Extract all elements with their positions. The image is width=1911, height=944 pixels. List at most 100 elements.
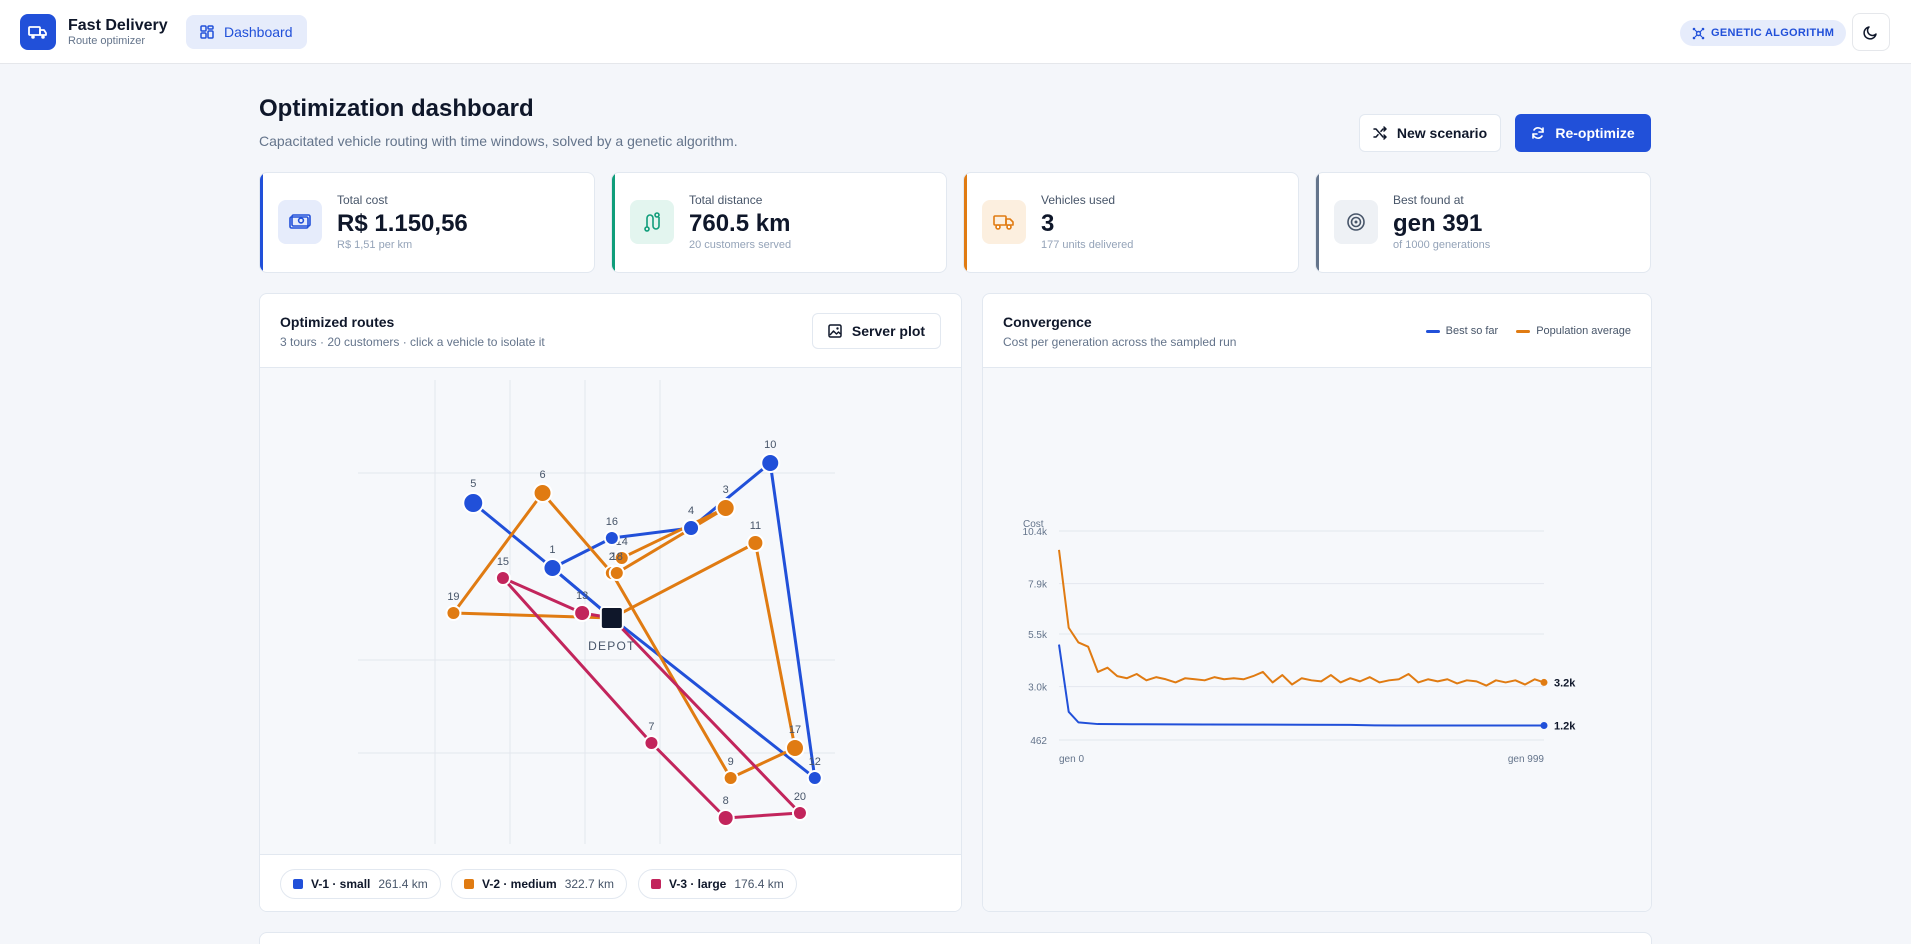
convergence-panel: Convergence Cost per generation across t…: [982, 293, 1652, 912]
route-line[interactable]: [550, 461, 817, 780]
kpi-value: 3: [1041, 210, 1055, 237]
route-line[interactable]: [615, 506, 728, 575]
kpi-accent-bar: [260, 173, 263, 272]
next-panel: [259, 932, 1652, 944]
dashboard-icon: [200, 25, 214, 39]
kpi-label: Vehicles used: [1041, 193, 1116, 207]
kpi-subtext: 177 units delivered: [1041, 239, 1134, 251]
nav-dashboard-label: Dashboard: [224, 24, 293, 40]
server-plot-button[interactable]: Server plot: [812, 313, 941, 349]
vehicle-legend: V-1 · small 261.4 km V-2 · medium 322.7 …: [260, 854, 961, 911]
money-icon: [278, 200, 322, 244]
vehicle-chip-v1[interactable]: V-1 · small 261.4 km: [280, 869, 441, 899]
nav-dashboard[interactable]: Dashboard: [186, 15, 307, 49]
customer-node[interactable]: [603, 530, 620, 546]
kpi-subtext: R$ 1,51 per km: [337, 239, 413, 251]
customer-node[interactable]: [682, 519, 701, 537]
vehicle-color-swatch: [293, 879, 303, 889]
convergence-chart: Cost 10.4k 7.9k 5.5k 3.0k 462 gen 0 gen 999 1.2k…: [983, 368, 1651, 911]
vehicle-distance: 176.4 km: [734, 877, 784, 891]
routes-panel-subtitle: 3 tours · 20 customers · click a vehicle…: [280, 335, 545, 349]
brand[interactable]: Fast Delivery Route optimizer: [20, 14, 168, 50]
customer-label: 20: [794, 791, 806, 803]
server-plot-label: Server plot: [851, 323, 926, 339]
kpi-label: Total cost: [337, 193, 388, 207]
page-subtitle: Capacitated vehicle routing with time wi…: [259, 133, 738, 149]
customer-label: 2: [609, 551, 615, 563]
customer-node[interactable]: [760, 453, 781, 473]
customer-label: 13: [576, 590, 588, 602]
y-tick-label: 5.5k: [1028, 630, 1048, 641]
algorithm-badge-label: GENETIC ALGORITHM: [1711, 27, 1835, 39]
depot-label: DEPOT: [588, 639, 635, 653]
legend-item-average: Population average: [1516, 325, 1631, 337]
customer-node[interactable]: [445, 605, 462, 621]
customer-node[interactable]: [643, 735, 660, 751]
customer-node[interactable]: [722, 770, 739, 786]
convergence-panel-title: Convergence: [1003, 314, 1092, 330]
kpi-subtext: 20 customers served: [689, 239, 792, 251]
customer-node[interactable]: [462, 492, 485, 514]
new-scenario-button[interactable]: New scenario: [1359, 114, 1501, 152]
top-bar: Fast Delivery Route optimizer Dashboard …: [0, 0, 1911, 64]
routes-panel-title: Optimized routes: [280, 314, 395, 330]
kpi-card-total-cost: Total cost R$ 1.150,56 R$ 1,51 per km: [259, 172, 595, 273]
new-scenario-label: New scenario: [1396, 125, 1488, 141]
series-line: [1058, 644, 1544, 727]
brand-subtitle: Route optimizer: [68, 34, 146, 47]
customer-node[interactable]: [715, 498, 736, 518]
customer-label: 11: [750, 520, 761, 532]
chart-legend: Best so far Population average: [1408, 325, 1631, 337]
route-line[interactable]: [451, 491, 797, 780]
customer-label: 18: [611, 551, 623, 563]
vehicle-name: V-3 · large: [669, 877, 727, 891]
map-grid: [358, 380, 835, 844]
series-end-label: 1.2k: [1554, 721, 1576, 733]
customer-node[interactable]: [494, 570, 511, 586]
vehicle-distance: 322.7 km: [564, 877, 615, 891]
vehicle-chip-v2[interactable]: V-2 · medium 322.7 km: [451, 869, 628, 899]
customer-node[interactable]: [573, 604, 592, 622]
convergence-panel-header: Convergence Cost per generation across t…: [983, 294, 1651, 368]
legend-item-best: Best so far: [1425, 325, 1499, 337]
algorithm-badge: GENETIC ALGORITHM: [1680, 20, 1847, 46]
customer-node[interactable]: [608, 565, 625, 581]
customer-label: 16: [606, 516, 618, 528]
customer-node[interactable]: [532, 483, 553, 503]
customer-node[interactable]: [613, 550, 630, 566]
customer-node[interactable]: [716, 809, 735, 827]
theme-toggle-button[interactable]: [1852, 13, 1890, 51]
kpi-accent-bar: [964, 173, 967, 272]
customer-node[interactable]: [791, 805, 808, 821]
vehicle-chip-v3[interactable]: V-3 · large 176.4 km: [638, 869, 797, 899]
customer-label: 4: [688, 505, 694, 517]
depot-marker[interactable]: [599, 606, 624, 630]
vehicle-color-swatch: [464, 879, 474, 889]
reoptimize-button[interactable]: Re-optimize: [1515, 114, 1651, 152]
route-map[interactable]: 1 2 3 4 5 6 7 8 9 10 11 12 13 14 15 16 17 18 19 20 DEPOT: [260, 368, 961, 854]
route-line[interactable]: [501, 576, 802, 820]
legend-label: Best so far: [1445, 325, 1499, 337]
kpi-subtext: of 1000 generations: [1393, 239, 1491, 251]
customer-node[interactable]: [746, 534, 765, 552]
customer-node[interactable]: [806, 770, 823, 786]
shuffle-icon: [1373, 126, 1387, 140]
routes-panel: Optimized routes 3 tours · 20 customers …: [259, 293, 962, 912]
y-tick-label: 7.9k: [1028, 580, 1048, 591]
route-icon: [630, 200, 674, 244]
series-line: [1058, 549, 1545, 687]
vehicle-color-swatch: [651, 879, 661, 889]
x-tick-label: gen 999: [1508, 754, 1545, 765]
customer-label: 5: [470, 478, 476, 490]
kpi-card-best-found: Best found at gen 391 of 1000 generation…: [1315, 172, 1651, 273]
y-tick-label: 462: [1030, 736, 1047, 747]
legend-swatch: [1425, 329, 1440, 333]
customer-node[interactable]: [785, 738, 805, 758]
image-icon: [828, 324, 842, 338]
vehicle-distance: 261.4 km: [378, 877, 428, 891]
customer-label: 7: [648, 721, 654, 733]
customer-node[interactable]: [542, 558, 563, 578]
kpi-value: R$ 1.150,56: [337, 210, 468, 237]
series-end-point: [1540, 722, 1548, 730]
